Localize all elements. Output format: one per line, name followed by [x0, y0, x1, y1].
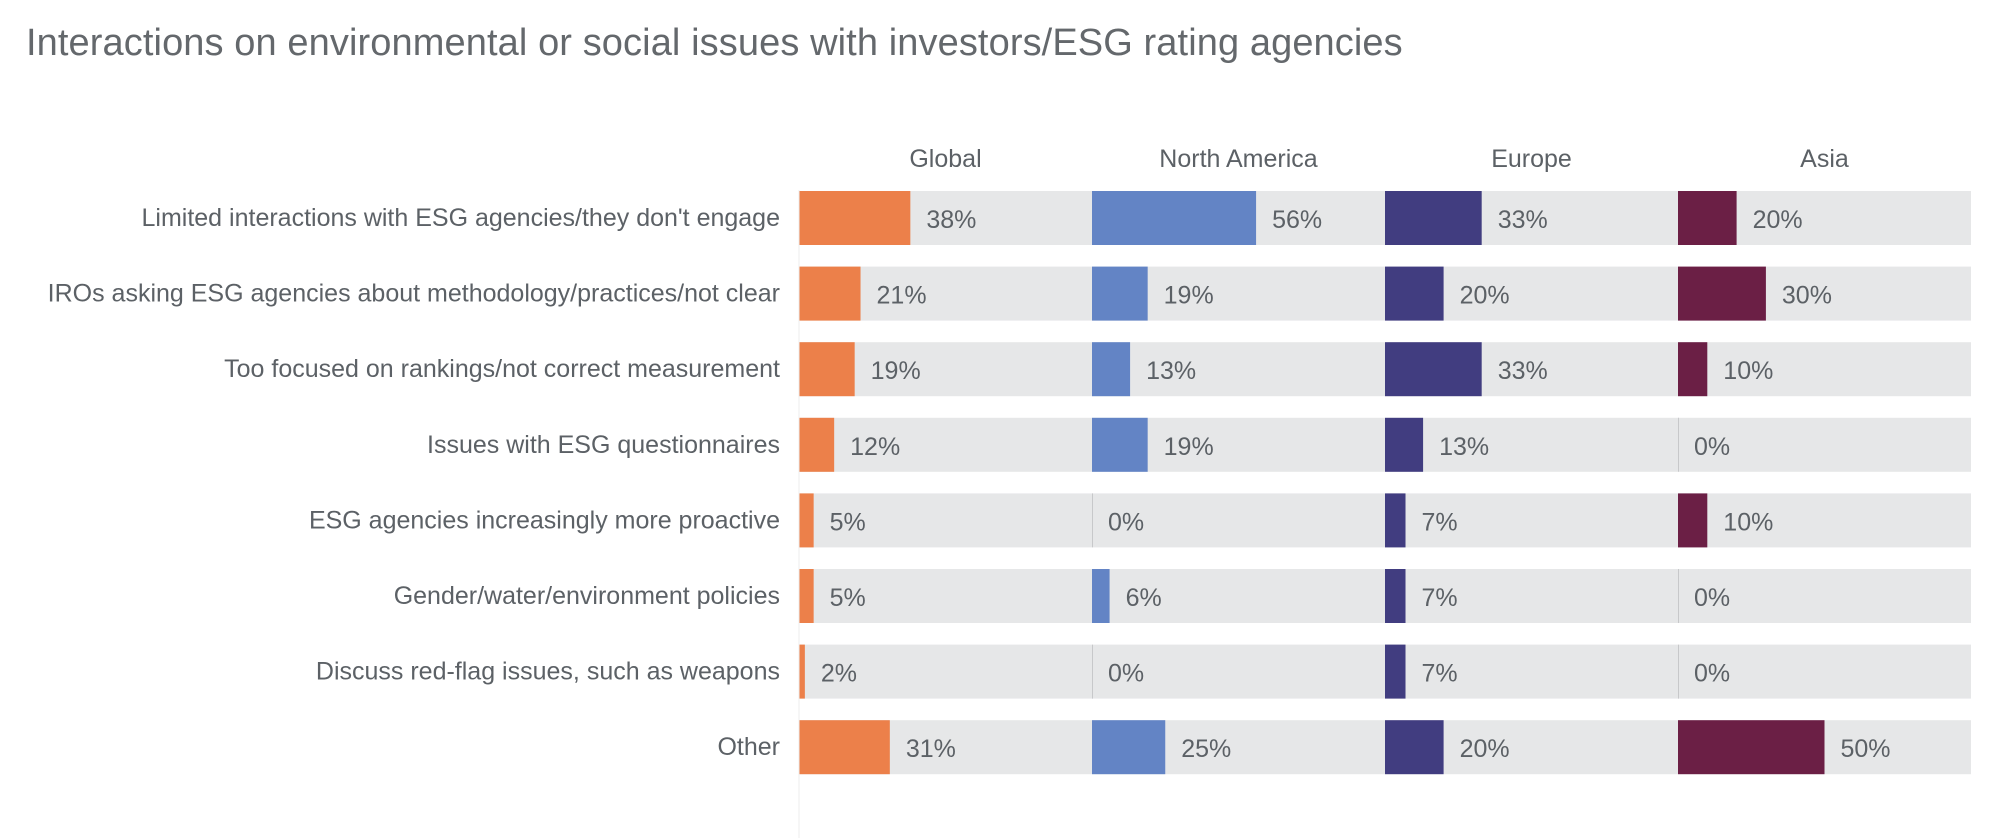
bar-global-7 [799, 644, 805, 699]
bar-north-america-3 [1092, 342, 1131, 397]
bar-north-america-2 [1092, 266, 1148, 321]
value-label-global-7: 2% [821, 660, 857, 688]
value-label-asia-5: 10% [1723, 508, 1773, 536]
value-label-north-america-2: 19% [1164, 282, 1214, 310]
category-labels: Limited interactions with ESG agencies/t… [48, 204, 780, 761]
value-label-europe-1: 33% [1498, 206, 1548, 234]
category-label-8: Other [717, 733, 780, 761]
bar-track [799, 569, 1092, 623]
value-label-north-america-3: 13% [1146, 357, 1196, 385]
category-label-2: IROs asking ESG agencies about methodolo… [48, 280, 780, 308]
value-label-global-1: 38% [926, 206, 976, 234]
bar-europe-4 [1385, 417, 1424, 472]
bar-track [799, 493, 1092, 548]
value-label-europe-2: 20% [1460, 282, 1510, 310]
bar-asia-8 [1678, 720, 1825, 775]
value-label-asia-1: 20% [1753, 206, 1803, 234]
bar-global-6 [799, 569, 814, 623]
panel-header-north-america: North America [1159, 145, 1317, 173]
value-label-global-3: 19% [871, 357, 921, 385]
bar-track [1678, 569, 1971, 623]
bar-global-1 [799, 191, 911, 245]
category-label-1: Limited interactions with ESG agencies/t… [142, 204, 781, 232]
bar-track [1385, 417, 1678, 472]
value-label-europe-4: 13% [1439, 433, 1489, 461]
value-label-europe-3: 33% [1498, 357, 1548, 385]
value-label-global-6: 5% [830, 584, 866, 612]
value-label-europe-5: 7% [1422, 508, 1458, 536]
chart-title: Interactions on environmental or social … [26, 22, 1403, 64]
bar-global-4 [799, 417, 835, 472]
value-label-asia-3: 10% [1723, 357, 1773, 385]
panel-header-asia: Asia [1800, 145, 1849, 173]
value-label-global-5: 5% [830, 508, 866, 536]
bar-europe-7 [1385, 644, 1406, 699]
bar-north-america-6 [1092, 569, 1110, 623]
bar-global-3 [799, 342, 855, 397]
bar-track [1092, 493, 1385, 548]
value-label-asia-6: 0% [1694, 584, 1730, 612]
bar-track [1092, 644, 1385, 699]
panel-header-europe: Europe [1491, 145, 1572, 173]
category-label-7: Discuss red-flag issues, such as weapons [316, 658, 780, 686]
bar-track [1385, 644, 1678, 699]
bar-global-8 [799, 720, 890, 775]
bar-global-2 [799, 266, 861, 321]
bar-europe-3 [1385, 342, 1482, 397]
bar-europe-6 [1385, 569, 1406, 623]
bar-north-america-4 [1092, 417, 1148, 472]
value-label-north-america-4: 19% [1164, 433, 1214, 461]
bar-track [1385, 569, 1678, 623]
bar-track [799, 644, 1092, 699]
value-label-asia-2: 30% [1782, 282, 1832, 310]
bar-global-5 [799, 493, 814, 548]
bar-track [799, 417, 1092, 472]
bar-north-america-1 [1092, 191, 1257, 245]
value-label-europe-8: 20% [1460, 735, 1510, 763]
value-label-europe-6: 7% [1422, 584, 1458, 612]
panel-header-global: Global [909, 145, 981, 173]
bar-track [1678, 417, 1971, 472]
bar-track [1678, 644, 1971, 699]
value-label-north-america-6: 6% [1126, 584, 1162, 612]
bar-asia-3 [1678, 342, 1708, 397]
bar-track [1678, 342, 1971, 397]
value-label-asia-4: 0% [1694, 433, 1730, 461]
value-label-asia-8: 50% [1841, 735, 1891, 763]
value-label-north-america-1: 56% [1272, 206, 1322, 234]
bar-track [1092, 569, 1385, 623]
bar-asia-5 [1678, 493, 1708, 548]
bar-north-america-8 [1092, 720, 1166, 775]
value-label-asia-7: 0% [1694, 660, 1730, 688]
category-label-6: Gender/water/environment policies [394, 582, 780, 610]
bar-track [1385, 493, 1678, 548]
value-label-north-america-5: 0% [1108, 508, 1144, 536]
bar-track [1092, 342, 1385, 397]
panel-headers: Global North America Europe Asia [909, 145, 1849, 173]
bar-track [1678, 493, 1971, 548]
value-label-global-4: 12% [850, 433, 900, 461]
bar-europe-8 [1385, 720, 1444, 775]
value-label-north-america-8: 25% [1181, 735, 1231, 763]
bar-europe-1 [1385, 191, 1482, 245]
value-label-north-america-7: 0% [1108, 660, 1144, 688]
bars: 38% 21% 19% 12% 5% 5% 2% 31% 56% 19% 13% 19% 0% 6% 0% 2… [799, 191, 1971, 775]
category-label-5: ESG agencies increasingly more proactive [309, 506, 780, 534]
bar-europe-5 [1385, 493, 1406, 548]
bar-asia-2 [1678, 266, 1766, 321]
value-label-europe-7: 7% [1422, 660, 1458, 688]
value-label-global-8: 31% [906, 735, 956, 763]
bar-asia-1 [1678, 191, 1737, 245]
category-label-3: Too focused on rankings/not correct meas… [224, 355, 780, 383]
bar-europe-2 [1385, 266, 1444, 321]
category-label-4: Issues with ESG questionnaires [427, 431, 780, 459]
value-label-global-2: 21% [877, 282, 927, 310]
